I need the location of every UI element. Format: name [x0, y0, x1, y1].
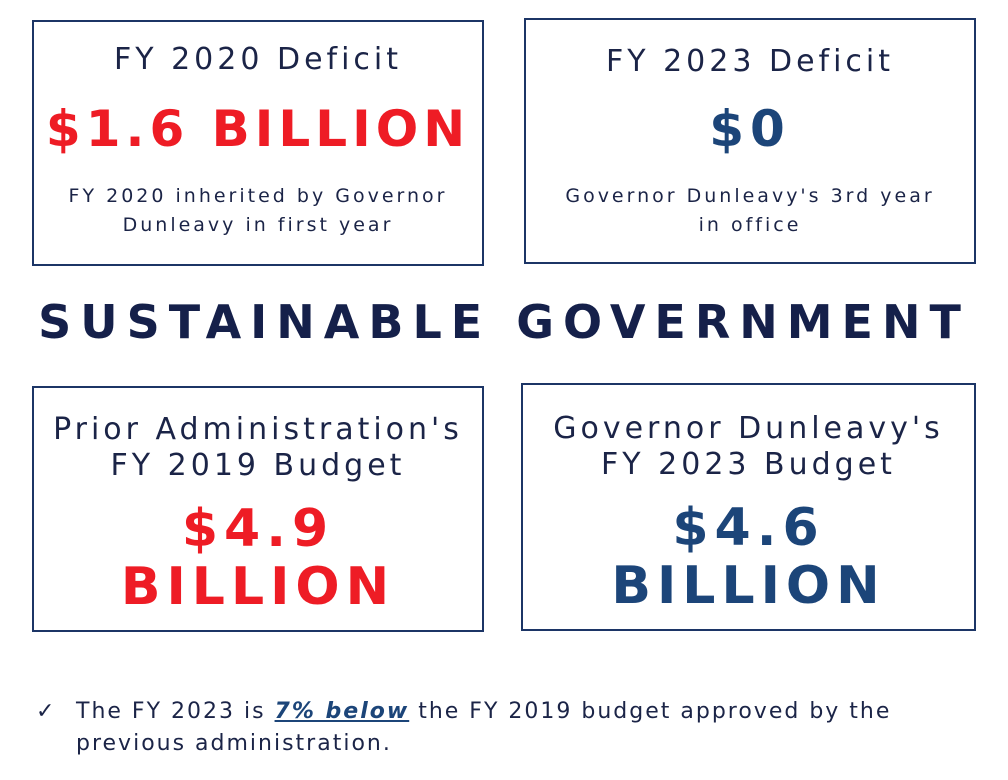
fy2020-deficit-value: $1.6 BILLION	[45, 100, 471, 158]
fy2023-deficit-value: $0	[709, 100, 791, 158]
fy2019-budget-value-line2: BILLION	[120, 557, 396, 617]
fy2019-budget-value-line1: $4.9	[181, 499, 335, 559]
note-text-after: the FY 2019 budget approved by the previ…	[76, 699, 892, 756]
fy2023-deficit-subtitle: Governor Dunleavy's 3rd year in office	[526, 182, 974, 240]
fy2023-budget-label: Governor Dunleavy's FY 2023 Budget	[523, 411, 974, 483]
fy2020-deficit-subtitle-line1: FY 2020 inherited by Governor	[68, 185, 448, 207]
fy2020-deficit-subtitle: FY 2020 inherited by Governor Dunleavy i…	[34, 182, 482, 240]
fy2023-deficit-label: FY 2023 Deficit	[605, 44, 895, 79]
fy2020-deficit-subtitle-line2: Dunleavy in first year	[122, 214, 394, 236]
fy2023-budget-value: $4.6 BILLION	[523, 499, 974, 615]
fy2023-deficit-subtitle-line2: in office	[698, 214, 802, 236]
fy2019-budget-label-line2: FY 2019 Budget	[110, 448, 406, 483]
fy2019-budget-value: $4.9 BILLION	[34, 500, 482, 616]
fy2023-budget-label-line1: Governor Dunleavy's	[553, 411, 944, 446]
fy2023-budget-label-line2: FY 2023 Budget	[601, 447, 896, 482]
fy2023-budget-value-line2: BILLION	[611, 556, 886, 616]
fy2019-budget-label-line1: Prior Administration's	[53, 412, 463, 447]
budget-note-text: The FY 2023 is 7% below the FY 2019 budg…	[76, 696, 956, 760]
page-headline: SUSTAINABLE GOVERNMENT	[38, 295, 970, 349]
fy2020-deficit-card: FY 2020 Deficit $1.6 BILLION FY 2020 inh…	[32, 20, 484, 266]
fy2020-deficit-label: FY 2020 Deficit	[113, 42, 403, 77]
check-icon: ✓	[36, 699, 55, 724]
fy2023-deficit-subtitle-line1: Governor Dunleavy's 3rd year	[565, 185, 935, 207]
fy2023-budget-value-line1: $4.6	[672, 498, 825, 558]
fy2023-budget-card: Governor Dunleavy's FY 2023 Budget $4.6 …	[521, 383, 976, 631]
note-text-before: The FY 2023 is	[76, 699, 275, 724]
fy2023-deficit-card: FY 2023 Deficit $0 Governor Dunleavy's 3…	[524, 18, 976, 264]
fy2019-budget-label: Prior Administration's FY 2019 Budget	[34, 412, 482, 484]
note-highlight: 7% below	[274, 699, 410, 724]
fy2019-budget-card: Prior Administration's FY 2019 Budget $4…	[32, 386, 484, 632]
